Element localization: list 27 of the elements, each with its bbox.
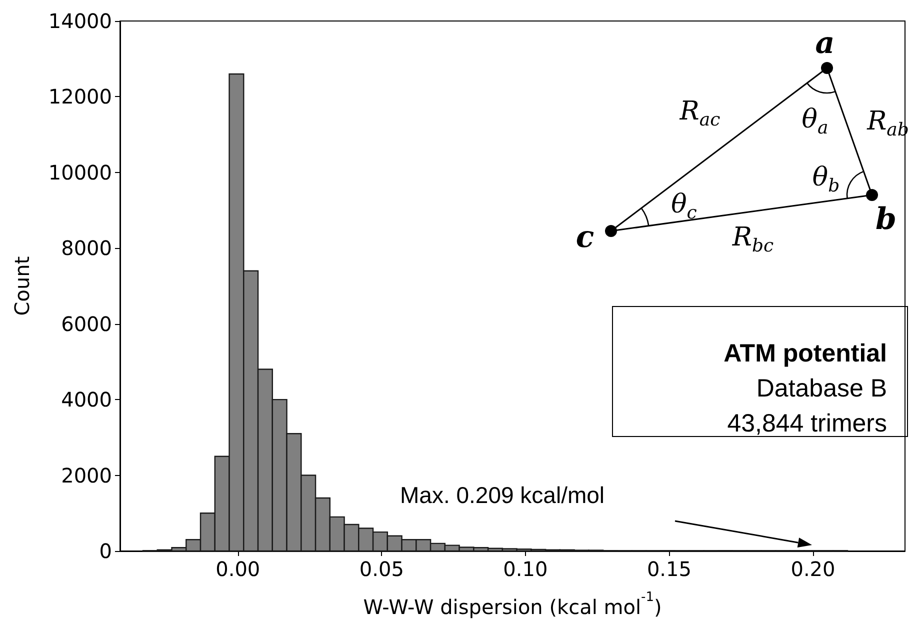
y-tick-label: 12000 [48, 84, 112, 109]
y-tick-label: 14000 [48, 9, 112, 33]
y-tick-label: 6000 [61, 312, 112, 336]
annotation: θ$_{b}$ [812, 162, 840, 197]
annotation: b [876, 202, 896, 237]
annotation: R$_{bc}$ [732, 222, 774, 257]
y-axis-title: Count [10, 256, 34, 316]
annotation: a [815, 26, 835, 61]
annotation: Max. 0.209 kcal/mol [400, 482, 605, 508]
y-tick-label: 0 [99, 539, 112, 563]
y-tick-label: 4000 [61, 388, 112, 412]
text-box: ATM potential Database B 43,844 trimers [612, 306, 908, 437]
y-tick-label: 10000 [48, 160, 112, 184]
x-tick-label: 0.00 [216, 557, 260, 581]
annotation: 43,844 trimers [727, 410, 887, 438]
x-tick-label: 0.15 [646, 557, 692, 581]
y-tick-label: 8000 [61, 236, 112, 260]
x-tick-label: 0.05 [359, 557, 404, 581]
x-tick-label: 0.10 [503, 557, 548, 581]
x-tick-label: 0.20 [790, 557, 836, 581]
annotation: θ$_{c}$ [671, 189, 697, 224]
annotation: ATM potential [724, 340, 887, 368]
y-tick-label: 2000 [61, 463, 112, 488]
annotation: R$_{ac}$ [680, 96, 720, 131]
annotation: θ$_{a}$ [802, 104, 828, 139]
annotation: c [576, 220, 594, 255]
annotation: Database B [756, 374, 887, 402]
